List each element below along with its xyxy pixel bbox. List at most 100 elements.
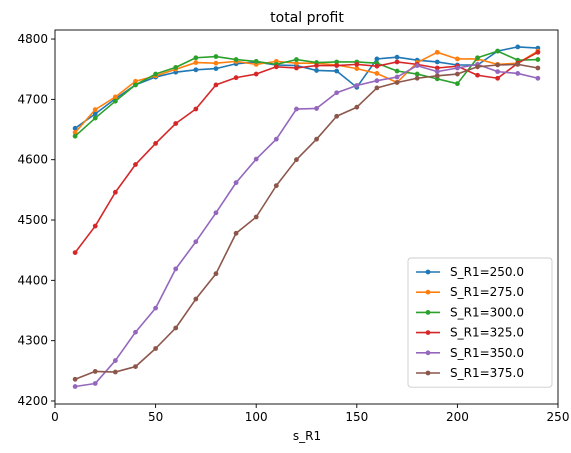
x-tick-label: 250	[547, 410, 570, 424]
data-point	[294, 57, 299, 62]
legend-label: S_R1=325.0	[450, 326, 524, 340]
data-point	[253, 71, 259, 77]
data-point	[515, 44, 521, 50]
y-tick-label: 4500	[17, 213, 48, 227]
legend-label: S_R1=375.0	[450, 366, 524, 380]
series-6	[72, 61, 541, 382]
legend-item: S_R1=375.0	[416, 366, 524, 380]
data-point	[213, 210, 219, 216]
data-point	[455, 81, 460, 87]
data-point	[314, 63, 319, 68]
series-line	[75, 63, 539, 388]
series-line	[74, 46, 538, 129]
data-point	[72, 376, 78, 382]
data-point	[72, 130, 78, 135]
x-tick-label: 200	[446, 410, 469, 424]
data-point	[233, 75, 239, 81]
legend-item: S_R1=275.0	[416, 285, 524, 299]
data-point	[193, 67, 199, 73]
data-point	[233, 180, 239, 186]
data-point	[92, 223, 98, 229]
data-point	[334, 90, 340, 96]
data-point	[334, 59, 340, 65]
data-point	[193, 55, 199, 61]
data-point	[112, 98, 118, 104]
data-point	[455, 65, 460, 71]
data-point	[193, 239, 199, 245]
data-point	[133, 82, 138, 88]
data-point	[92, 107, 98, 113]
data-point	[173, 65, 179, 70]
legend: S_R1=250.0 S_R1=275.0 S_R1=300.0 S_R1=325.0…	[407, 257, 553, 388]
data-point	[475, 72, 480, 78]
y-tick-label: 4600	[17, 153, 48, 167]
data-point	[112, 189, 118, 195]
data-point	[334, 63, 340, 68]
y-tick-label: 4800	[17, 32, 48, 46]
y-tick-label: 4200	[17, 394, 48, 408]
data-point	[374, 78, 380, 84]
legend-label: S_R1=250.0	[450, 265, 524, 279]
data-point	[414, 71, 420, 77]
data-point	[193, 296, 199, 302]
data-point	[495, 69, 501, 75]
data-point	[535, 57, 541, 62]
data-point	[374, 71, 380, 76]
data-point	[294, 157, 299, 163]
y-tick-label: 4700	[17, 92, 48, 106]
data-point	[233, 230, 239, 236]
data-point	[314, 106, 319, 111]
data-point	[153, 346, 159, 351]
data-point	[213, 60, 219, 66]
data-point	[273, 64, 279, 70]
x-tick-label: 150	[345, 410, 368, 424]
x-tick-label: 0	[51, 410, 59, 424]
data-point	[213, 82, 219, 88]
data-point	[92, 115, 98, 121]
data-point	[354, 66, 360, 72]
data-point	[112, 94, 118, 100]
data-point	[495, 75, 501, 81]
data-point	[173, 325, 179, 331]
x-tick-label: 50	[148, 410, 163, 424]
data-point	[394, 54, 400, 60]
data-point	[394, 74, 400, 80]
data-point	[475, 55, 480, 61]
data-point	[112, 369, 118, 375]
data-point	[394, 59, 400, 65]
y-tick-label: 4400	[17, 273, 48, 287]
data-point	[374, 63, 380, 69]
data-point	[455, 71, 460, 77]
legend-swatch-marker	[425, 269, 431, 275]
data-point	[414, 75, 420, 81]
legend-label: S_R1=300.0	[450, 305, 524, 319]
series-1	[72, 44, 541, 131]
data-point	[72, 125, 78, 131]
data-point	[515, 71, 521, 76]
data-point	[475, 64, 480, 70]
plot-frame	[54, 29, 559, 405]
legend-swatch-marker	[425, 330, 431, 335]
legend-swatch-marker	[425, 310, 431, 315]
data-point	[72, 133, 78, 139]
data-point	[133, 329, 138, 335]
data-point	[354, 83, 360, 88]
data-point	[273, 136, 279, 142]
data-point	[193, 106, 199, 112]
data-point	[193, 60, 199, 65]
series-line	[74, 50, 538, 137]
data-point	[535, 75, 541, 81]
data-point	[213, 66, 219, 72]
data-point	[374, 56, 380, 62]
data-point	[414, 63, 420, 68]
data-point	[314, 68, 319, 73]
legend-label: S_R1=350.0	[450, 346, 524, 360]
data-point	[434, 65, 440, 71]
data-point	[294, 65, 299, 71]
legend-swatch-marker	[425, 289, 431, 295]
data-point	[434, 69, 440, 75]
legend-swatch-marker	[425, 370, 431, 376]
data-point	[354, 61, 360, 67]
data-point	[153, 71, 159, 77]
